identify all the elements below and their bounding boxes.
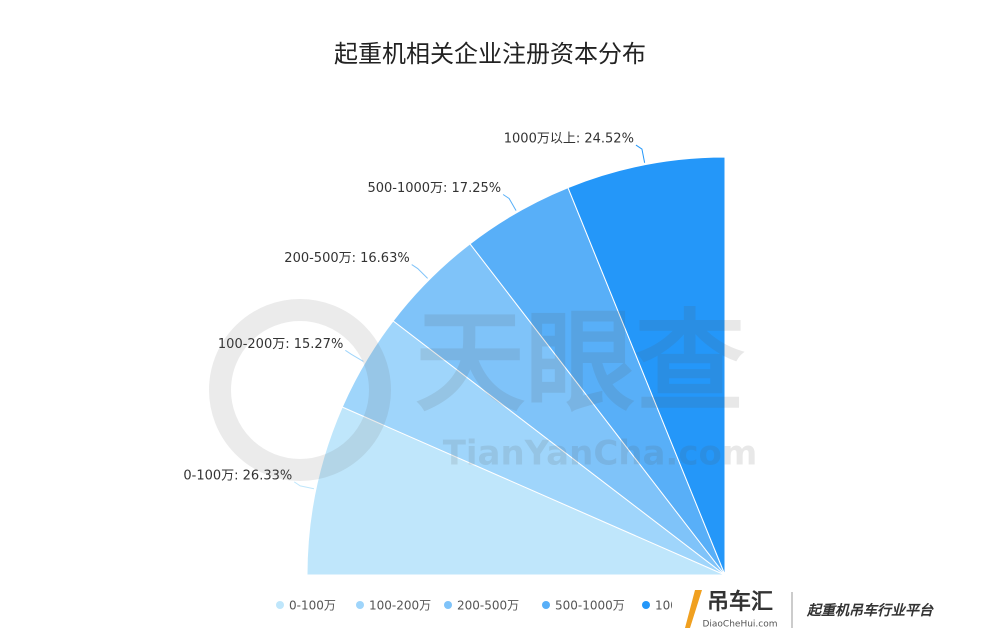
logo-icon	[685, 590, 702, 628]
pie: 0-100万: 26.33% 100-200万: 15.27% 200-500万: …	[183, 132, 726, 576]
watermark-icon	[209, 299, 391, 481]
label-leader	[411, 264, 428, 279]
logo-bg	[672, 582, 1002, 632]
legend-marker	[642, 601, 650, 609]
logo-site: DiaoCheHui.com	[702, 620, 777, 630]
logo-name: 吊车汇	[707, 589, 773, 615]
label-leader	[502, 194, 517, 211]
logo: 吊车汇 DiaoCheHui.com 起重机吊车行业平台	[672, 582, 1002, 632]
data-label: 100-200万: 15.27%	[218, 337, 343, 352]
data-label: 1000万以上: 24.52%	[504, 132, 634, 147]
pie-slice	[567, 156, 726, 576]
label-leader	[293, 481, 315, 490]
label-leader	[635, 144, 646, 163]
legend-label: 0-100万	[289, 599, 336, 613]
legend-marker	[276, 601, 284, 609]
chart-title: 起重机相关企业注册资本分布	[334, 40, 646, 68]
data-label: 200-500万: 16.63%	[284, 251, 409, 266]
watermark: 天眼查 TianYanCha.com	[209, 298, 758, 481]
legend-marker	[542, 601, 550, 609]
data-label: 500-1000万: 17.25%	[367, 181, 501, 196]
logo-slogan: 起重机吊车行业平台	[806, 602, 934, 619]
label-leader	[345, 349, 364, 362]
watermark-text: 天眼查	[415, 298, 745, 426]
legend-marker	[444, 601, 452, 609]
legend-label: 200-500万	[457, 599, 519, 613]
legend-label: 500-1000万	[555, 599, 625, 613]
legend-label: 100-200万	[369, 599, 431, 613]
pie-slice	[306, 406, 726, 576]
legend-marker	[356, 601, 364, 609]
watermark-sub: TianYanCha.com	[443, 434, 758, 474]
data-label: 0-100万: 26.33%	[183, 468, 292, 483]
